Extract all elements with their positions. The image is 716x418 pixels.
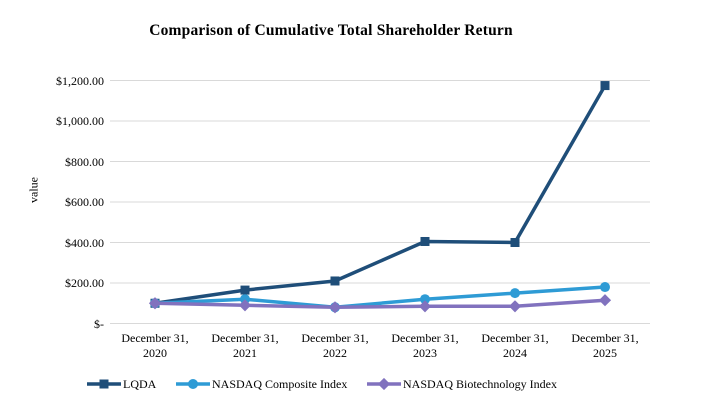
data-point-nasdaq-composite-index (510, 288, 520, 299)
data-point-lqda (510, 238, 520, 247)
legend-item-nasdaq-biotechnology-index: NASDAQ Biotechnology Index (367, 376, 557, 392)
series-line-nasdaq-biotechnology-index (153, 298, 607, 310)
data-point-lqda (330, 276, 340, 286)
data-point-nasdaq-composite-index (420, 294, 430, 305)
data-point-nasdaq-biotechnology-index (148, 297, 162, 310)
data-point-nasdaq-biotechnology-index (598, 294, 612, 307)
legend-swatch-diamond-icon (367, 378, 401, 390)
y-tick-label: $800.00 (65, 154, 104, 169)
x-tick-label: December 31, 2021 (211, 331, 279, 360)
data-point-lqda (600, 81, 610, 91)
x-tick-label: December 31, 2020 (121, 331, 189, 360)
y-tick-label: $400.00 (65, 235, 104, 250)
y-tick-label: $200.00 (65, 276, 104, 290)
y-tick-label: $1,200.00 (56, 73, 104, 88)
data-point-lqda (240, 285, 250, 295)
x-tick-label: December 31, 2023 (391, 331, 459, 360)
data-point-nasdaq-biotechnology-index (508, 300, 522, 313)
series-line-nasdaq-composite-index (153, 285, 607, 310)
legend-swatch-square-icon (87, 379, 121, 389)
data-point-nasdaq-composite-index (600, 282, 610, 293)
data-point-nasdaq-biotechnology-index (418, 300, 432, 313)
data-point-nasdaq-biotechnology-index (328, 301, 342, 314)
data-point-lqda (420, 236, 430, 246)
legend-marker-circle (188, 379, 198, 389)
legend-label: NASDAQ Composite Index (212, 376, 348, 391)
legend-swatch-circle-icon (176, 379, 210, 389)
legend-marker-diamond (377, 378, 391, 390)
legend-label: NASDAQ Biotechnology Index (403, 376, 557, 391)
series-line-lqda (153, 83, 607, 305)
chart-title: Comparison of Cumulative Total Sharehold… (149, 22, 513, 39)
x-tick-label: December 31, 2025 (571, 331, 639, 360)
x-tick-label: December 31, 2024 (481, 331, 549, 360)
y-tick-label: $1,000.00 (56, 114, 104, 128)
legend-marker-square (99, 379, 109, 389)
x-tick-label: December 31, 2022 (301, 331, 369, 360)
legend-item-nasdaq-composite-index: NASDAQ Composite Index (176, 376, 347, 392)
legend-item-lqda: LQDA (87, 376, 156, 392)
legend-label: LQDA (123, 376, 157, 391)
y-tick-label: $- (94, 316, 104, 331)
data-point-nasdaq-biotechnology-index (238, 299, 252, 312)
y-tick-label: $600.00 (65, 195, 104, 209)
